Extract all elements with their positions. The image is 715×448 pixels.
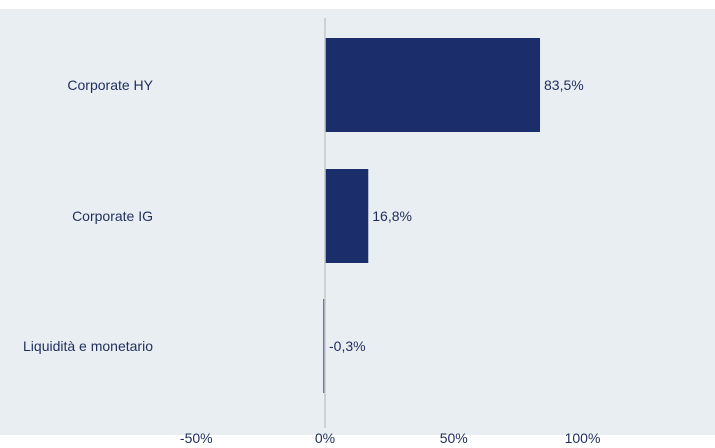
data-label-corporate-ig: 16,8%: [372, 208, 412, 224]
bar-liquidita-e-monetario: [323, 299, 325, 393]
bars-layer: [323, 38, 541, 393]
x-tick-label: 100%: [565, 430, 601, 446]
data-label-liquidita-e-monetario: -0,3%: [329, 338, 366, 354]
category-label-liquidita-e-monetario: Liquidità e monetario: [23, 338, 153, 354]
bar-corporate-hy: [325, 38, 541, 132]
x-tick-label: -50%: [180, 430, 213, 446]
data-label-corporate-hy: 83,5%: [544, 77, 584, 93]
labels-layer: Corporate HY 83,5% Corporate IG 16,8% Liquid…: [23, 77, 584, 354]
x-tick-label: 50%: [440, 430, 468, 446]
category-label-corporate-hy: Corporate HY: [67, 77, 153, 93]
x-tick-label: 0%: [315, 430, 335, 446]
bar-corporate-ig: [325, 169, 369, 263]
category-label-corporate-ig: Corporate IG: [72, 208, 153, 224]
x-axis-ticks: -50% 0% 50% 100%: [180, 430, 601, 446]
